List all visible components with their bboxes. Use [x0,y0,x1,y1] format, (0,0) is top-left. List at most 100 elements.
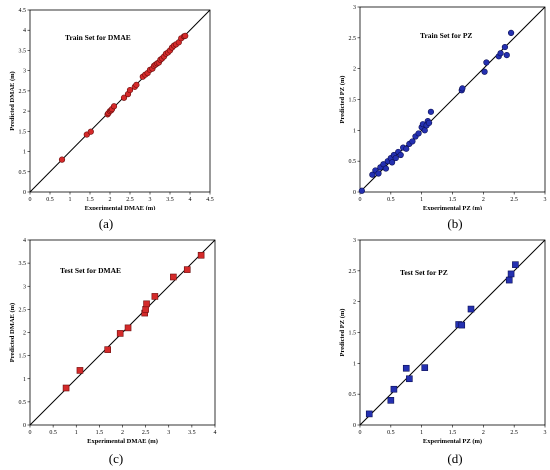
x-tick-label: 3 [149,197,152,203]
data-point [505,276,513,284]
caption-d: (d) [447,451,463,466]
x-axis-label: Experimental PZ (m) [423,205,482,210]
x-tick-label: 2.5 [510,430,518,436]
y-tick-label: 2.5 [349,36,357,42]
x-tick-label: 0 [359,430,362,436]
x-tick-label: 1.5 [449,197,457,203]
x-tick-label: 0 [359,197,362,203]
data-point [459,85,466,92]
caption-a: (a) [98,216,114,231]
chart-title: Test Set for PZ [400,268,448,277]
data-point [392,154,399,162]
data-point [151,293,159,300]
data-point [503,51,510,59]
data-point [58,156,66,163]
chart-panel-d: 0 0.5 1 1.5 2 2.5 3 0 0.5 1 1.5 2 2.5 3 Test Set for P… [330,232,550,450]
x-axis-label: Experimental DMAE (m) [87,438,158,445]
x-tick-label: 3 [544,197,547,203]
y-tick-label: 0.5 [19,400,27,406]
data-point [501,43,509,51]
data-point [120,94,128,101]
data-point [507,270,515,278]
caption-c: (c) [108,451,124,466]
data-point [497,50,504,57]
y-tick-label: 0.5 [349,392,357,398]
y-tick-label: 4.5 [19,8,27,14]
y-tick-label: 4 [23,238,26,244]
x-tick-label: 3.5 [188,430,196,436]
y-tick-label: 0 [23,423,26,429]
x-tick-label: 3 [544,430,547,436]
data-point [388,159,396,166]
x-tick-label: 2 [482,430,485,436]
data-point [358,187,365,194]
data-point [406,375,413,383]
data-point [409,138,416,145]
data-point [397,151,404,159]
y-tick-label: 0 [353,190,356,196]
y-tick-label: 3 [353,5,356,11]
data-point [183,266,191,273]
x-tick-label: 0.5 [46,197,54,203]
data-point [143,300,150,308]
y-tick-label: 3 [353,238,356,244]
data-point [87,128,94,135]
y-tick-label: 1.5 [19,129,27,135]
data-point [483,59,490,66]
x-tick-label: 4 [189,197,192,203]
data-point [425,119,433,127]
y-tick-label: 3 [23,284,26,290]
x-axis-label: Experimental PZ (m) [423,438,482,445]
x-tick-label: 1 [420,197,423,203]
y-tick-label: 3.5 [19,261,27,267]
x-tick-label: 0 [29,430,32,436]
data-point [387,397,395,404]
chart-title: Test Set for DMAE [60,266,121,275]
data-point [512,261,519,268]
x-tick-label: 0.5 [49,430,57,436]
scatter-chart: 0 0.5 1 1.5 2 2.5 3 0 0.5 1 1.5 2 2.5 3 Train Set for … [339,5,547,212]
data-point [170,273,177,281]
data-point [390,385,398,393]
data-point [403,145,410,152]
data-point [402,364,410,372]
x-tick-label: 2 [109,197,112,203]
data-point [382,165,390,172]
data-point [375,170,382,177]
scatter-chart: 0 0.5 1 1.5 2 2.5 3 3.5 4 4.5 0 0.5 1 1.5 2 2.5 3 3.5 4 4.5… [9,8,214,212]
chart-panel-b: 0 0.5 1 1.5 2 2.5 3 0 0.5 1 1.5 2 2.5 3 Train Set for … [330,5,550,212]
data-point [458,321,466,329]
data-point [124,324,132,332]
y-tick-label: 1 [353,128,356,134]
x-tick-label: 1 [420,430,423,436]
y-axis-label: Predicted PZ (m) [339,76,346,124]
data-point [104,346,111,353]
y-tick-label: 2 [23,109,26,115]
data-point [110,103,118,110]
y-tick-label: 3.5 [19,48,27,54]
data-point [62,384,70,392]
y-axis-label: Predicted DMAE (m) [9,303,16,362]
chart-panel-a: 0 0.5 1 1.5 2 2.5 3 3.5 4 4.5 0 0.5 1 1.5 2 2.5 3 3.5 4 4.5… [5,5,220,212]
y-tick-label: 2 [353,300,356,306]
x-tick-label: 0.5 [387,197,395,203]
y-axis-label: Predicted DMAE (m) [9,71,16,130]
data-point [126,86,134,94]
x-tick-label: 0.5 [387,430,395,436]
x-tick-label: 2 [121,430,124,436]
scatter-chart: 0 0.5 1 1.5 2 2.5 3 3.5 4 0 0.5 1 1.5 2 2.5 3 3.5 4 Test S… [9,238,217,445]
y-tick-label: 2 [23,331,26,337]
y-tick-label: 0.5 [349,159,357,165]
data-point [467,305,475,313]
data-point [369,171,376,178]
data-point [142,306,149,313]
data-point [76,367,84,374]
scatter-chart: 0 0.5 1 1.5 2 2.5 3 0 0.5 1 1.5 2 2.5 3 Test Set for P… [339,238,547,445]
data-point [507,29,515,37]
data-point [421,364,429,371]
data-point [365,410,373,418]
y-tick-label: 4 [23,28,26,34]
y-tick-label: 2.5 [349,269,357,275]
x-tick-label: 2.5 [142,430,150,436]
data-point [197,251,205,259]
